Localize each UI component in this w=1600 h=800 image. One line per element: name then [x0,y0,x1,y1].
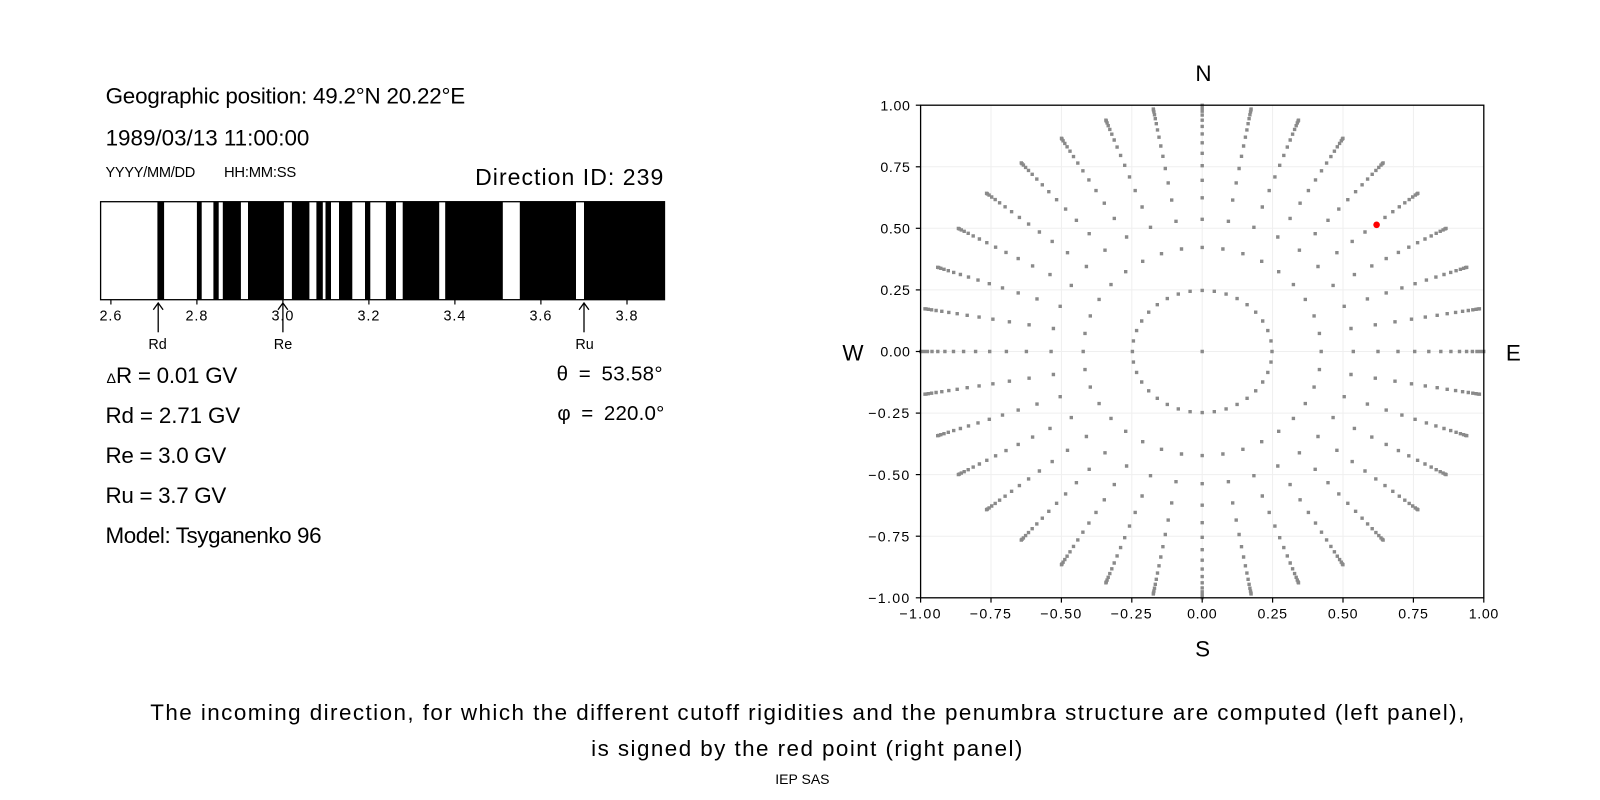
svg-text:0.25: 0.25 [880,283,910,299]
svg-text:3.8: 3.8 [616,308,639,324]
svg-text:HH:MM:SS: HH:MM:SS [224,165,296,181]
svg-text:−0.75: −0.75 [970,607,1012,623]
svg-text:−0.50: −0.50 [868,468,910,484]
svg-text:θ = 53.58°: θ = 53.58° [557,362,663,385]
svg-text:Rd = 2.71 GV: Rd = 2.71 GV [106,403,241,428]
svg-text:N: N [1195,61,1211,86]
svg-text:Model: Tsyganenko 96: Model: Tsyganenko 96 [106,523,322,548]
svg-text:Rd: Rd [148,337,166,353]
svg-text:0.75: 0.75 [1398,607,1428,623]
svg-text:0.50: 0.50 [1328,607,1358,623]
svg-text:Ru = 3.7 GV: Ru = 3.7 GV [106,483,227,508]
svg-text:Direction ID: 239: Direction ID: 239 [475,164,664,190]
svg-text:Geographic position: 49.2°N 20: Geographic position: 49.2°N 20.22°E [106,83,465,108]
svg-text:S: S [1195,637,1210,662]
svg-text:2.8: 2.8 [186,308,209,324]
svg-text:2.6: 2.6 [100,308,123,324]
svg-text:IEP SAS: IEP SAS [775,771,829,787]
svg-text:Ru: Ru [575,337,593,353]
svg-text:3.6: 3.6 [530,308,553,324]
svg-text:−0.25: −0.25 [868,406,910,422]
svg-text:0.00: 0.00 [1187,607,1217,623]
svg-text:The incoming direction, for wh: The incoming direction, for which the di… [150,700,1466,725]
svg-text:1989/03/13 11:00:00: 1989/03/13 11:00:00 [106,125,310,150]
svg-text:φ = 220.0°: φ = 220.0° [557,402,664,425]
svg-text:0.25: 0.25 [1257,607,1287,623]
svg-text:ΔR = 0.01 GV: ΔR = 0.01 GV [107,363,238,388]
svg-text:0.00: 0.00 [880,345,910,361]
svg-text:−0.75: −0.75 [868,529,910,545]
svg-text:3.4: 3.4 [444,308,467,324]
svg-text:−0.25: −0.25 [1111,607,1153,623]
svg-text:−1.00: −1.00 [899,607,941,623]
svg-text:0.75: 0.75 [880,160,910,176]
svg-text:0.50: 0.50 [880,221,910,237]
svg-text:−1.00: −1.00 [868,591,910,607]
svg-text:−0.50: −0.50 [1040,607,1082,623]
svg-text:1.00: 1.00 [1469,607,1499,623]
svg-text:W: W [842,340,864,365]
svg-text:is signed by the red point (ri: is signed by the red point (right panel) [591,736,1024,761]
svg-text:1.00: 1.00 [880,98,910,114]
svg-text:E: E [1506,340,1521,365]
svg-text:YYYY/MM/DD: YYYY/MM/DD [106,165,195,181]
svg-text:3.2: 3.2 [358,308,381,324]
svg-text:Re: Re [274,337,292,353]
svg-text:Re = 3.0 GV: Re = 3.0 GV [106,443,227,468]
